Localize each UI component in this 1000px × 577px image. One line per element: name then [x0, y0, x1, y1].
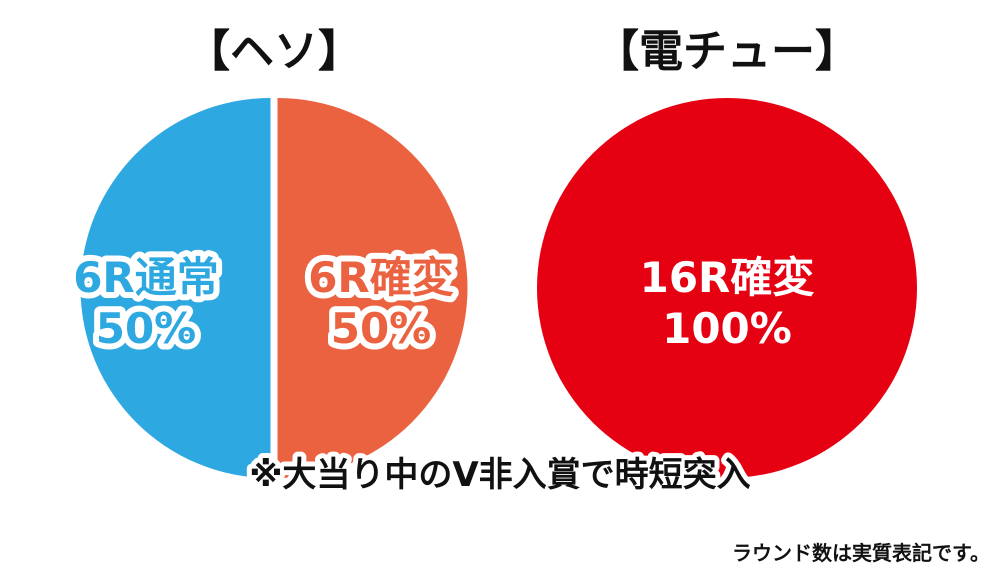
heso-slice-1-value: 50% [331, 304, 432, 353]
heso-slice-1 [277, 98, 468, 478]
heso-slice-0-label: 6R通常 [73, 253, 219, 302]
denchu-slice-0-label: 16R確変 [640, 253, 815, 302]
pie-denchu-slices [537, 98, 917, 478]
pie-heso: 【ヘソ】 6R通常 50% 6R確変 50% [67, 26, 468, 478]
round-note: ラウンド数は実質表記です。 [732, 541, 990, 565]
denchu-slice-0-value: 100% [662, 304, 792, 353]
pie-heso-title: 【ヘソ】 [186, 26, 362, 77]
pie-heso-slices [80, 98, 468, 478]
pie-denchu: 【電チュー】 16R確変 100% [537, 26, 917, 478]
pie-denchu-title: 【電チュー】 [595, 26, 859, 77]
heso-slice-0 [80, 98, 271, 478]
heso-slice-1-label: 6R確変 [308, 253, 454, 302]
footnote: ※大当り中のV非入賞で時短突入 [249, 455, 750, 495]
heso-slice-0-value: 50% [96, 304, 197, 353]
denchu-slice-0 [537, 98, 917, 478]
